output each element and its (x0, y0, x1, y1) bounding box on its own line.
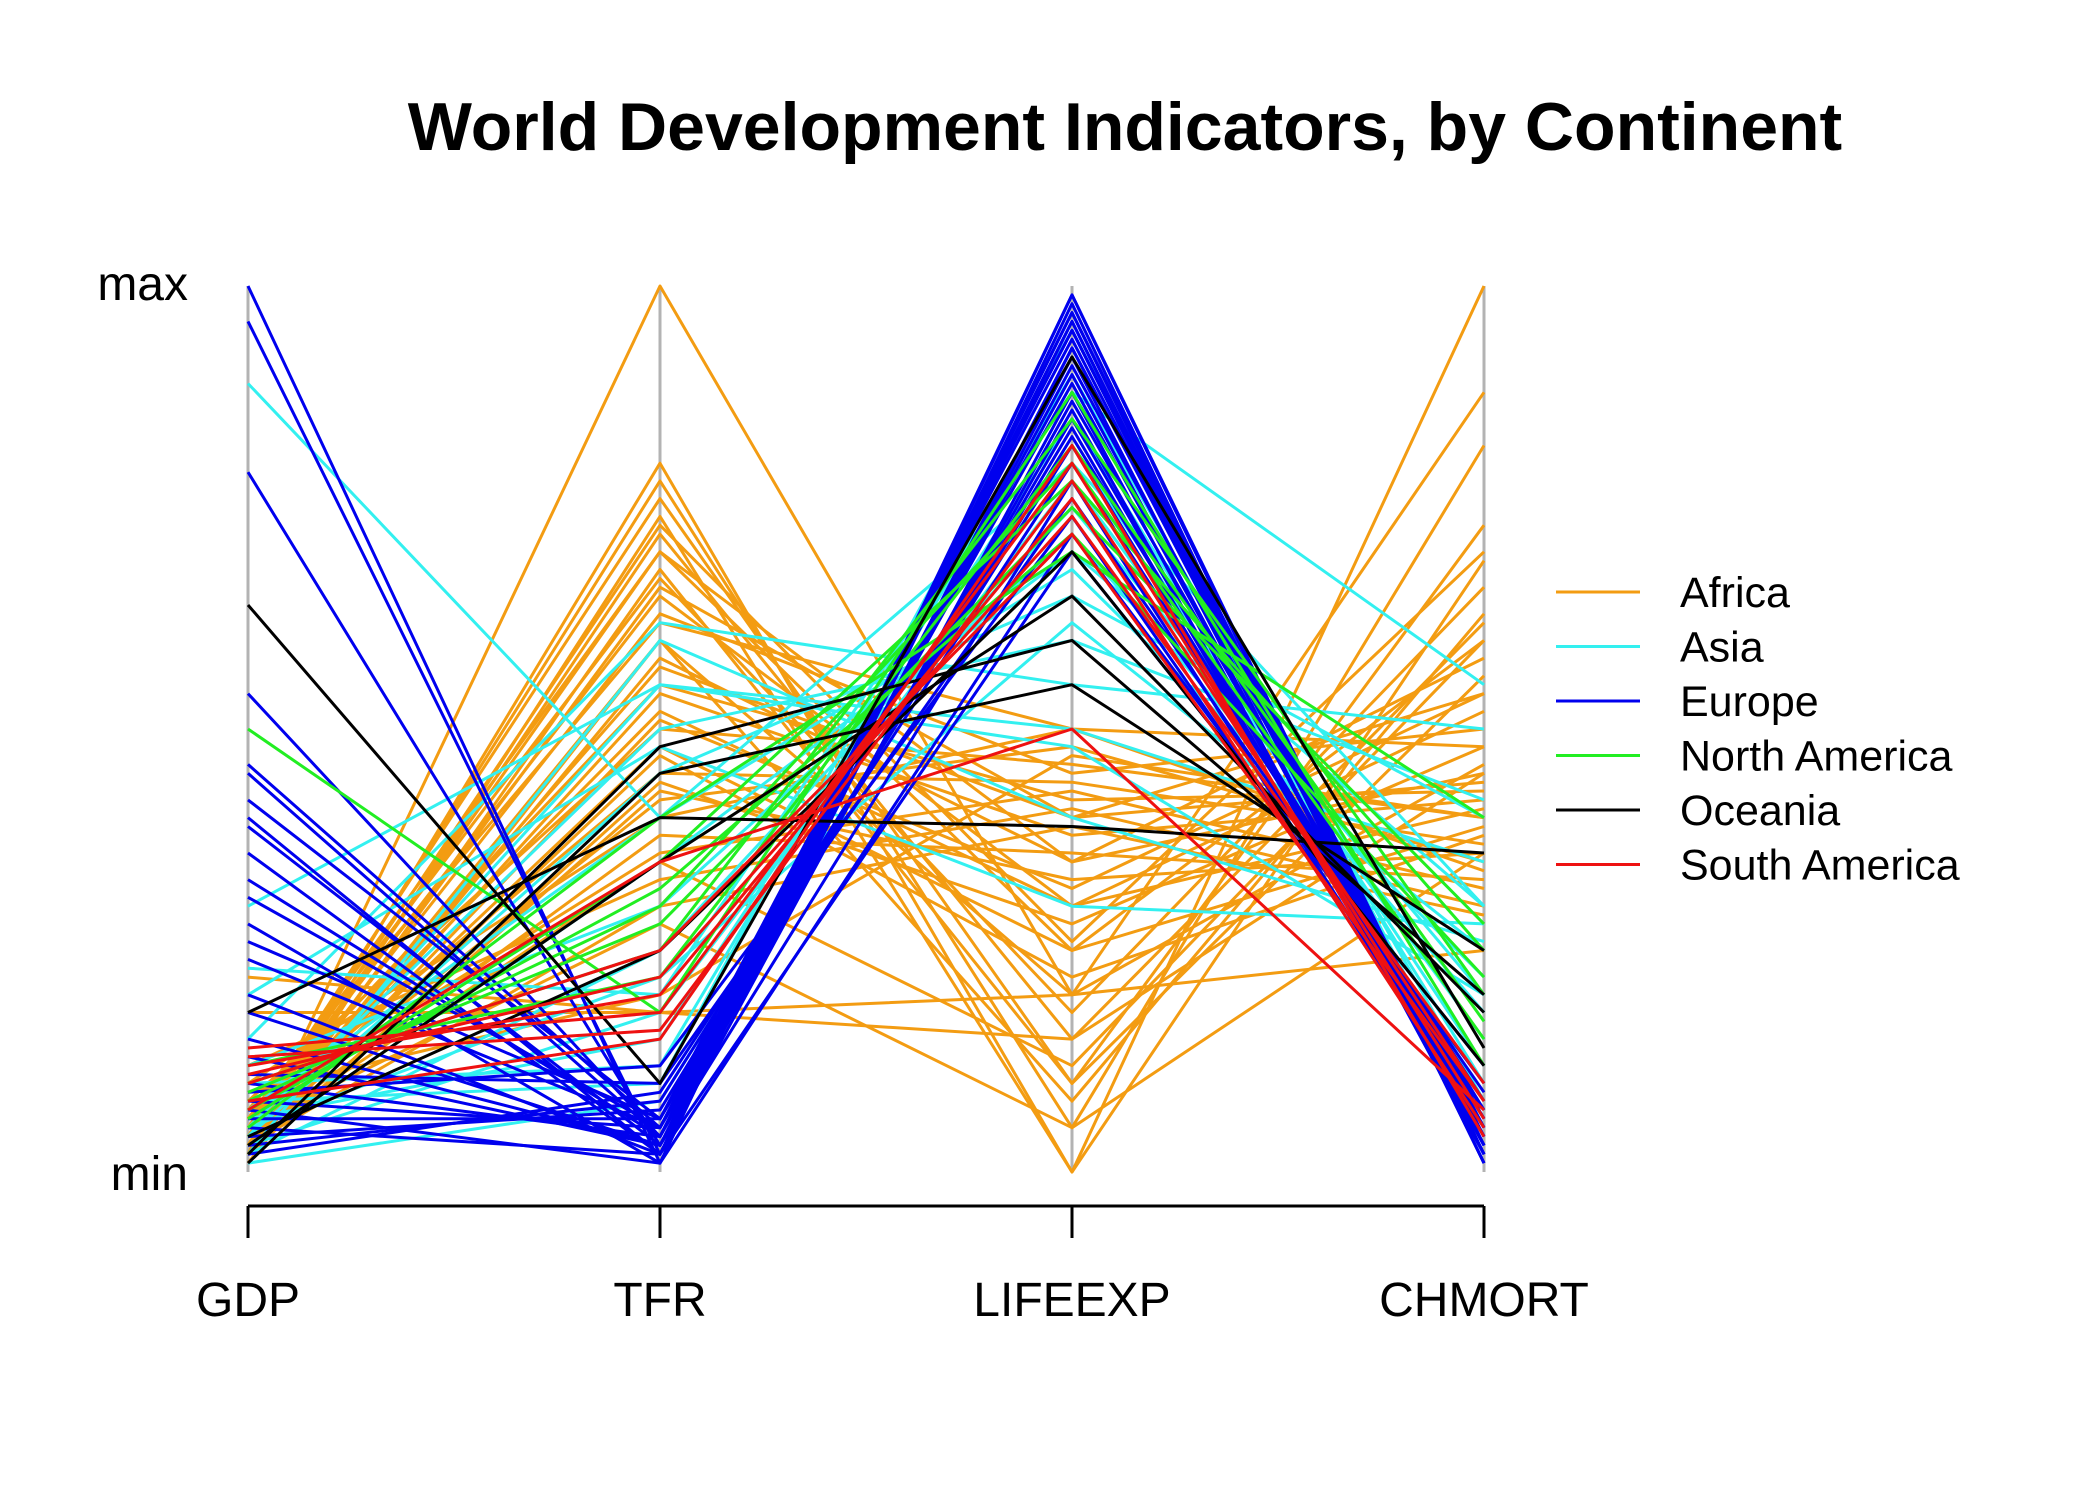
legend: Africa Asia Europe North America Oceania Sout… (1556, 569, 1960, 890)
tick-label-chmort: CHMORT (1379, 1274, 1589, 1327)
line-south-america-3 (247, 514, 1486, 1085)
line-north-america-5 (247, 550, 1485, 1129)
line-north-america-7 (247, 532, 1486, 1112)
line-north-america-6 (247, 506, 1486, 1094)
line-africa-5 (246, 532, 1486, 1147)
line-oceania-0 (246, 355, 1486, 1085)
scale-max-label: max (97, 258, 188, 311)
line-asia-18 (247, 621, 1485, 1130)
line-europe-18 (247, 461, 1486, 1156)
tick-label-lifeexp: LIFEEXP (973, 1274, 1170, 1327)
scale-min-label: min (111, 1148, 188, 1201)
line-africa-30 (247, 949, 1485, 1014)
line-south-america-5 (247, 444, 1486, 1138)
tick-label-tfr: TFR (613, 1274, 706, 1327)
legend-label-south-america: South America (1680, 842, 1960, 890)
tick-label-gdp: GDP (196, 1274, 300, 1327)
legend-label-oceania: Oceania (1680, 787, 1840, 835)
legend-label-africa: Africa (1680, 569, 1790, 617)
line-north-america-0 (247, 390, 1486, 1067)
line-oceania-4 (247, 594, 1486, 1147)
line-oceania-1 (247, 816, 1485, 1014)
legend-label-north-america: North America (1680, 733, 1953, 781)
legend-label-europe: Europe (1680, 678, 1819, 726)
legend-label-asia: Asia (1680, 624, 1764, 672)
line-south-america-6 (247, 727, 1486, 1112)
line-north-america-2 (247, 461, 1486, 1103)
chart-title: World Development Indicators, by Contine… (408, 89, 1842, 165)
line-europe-22 (247, 532, 1486, 1165)
series-lines (246, 284, 1486, 1174)
bottom-axis: GDP TFR LIFEEXP CHMORT (196, 1204, 1589, 1327)
line-africa-37 (246, 612, 1486, 1165)
